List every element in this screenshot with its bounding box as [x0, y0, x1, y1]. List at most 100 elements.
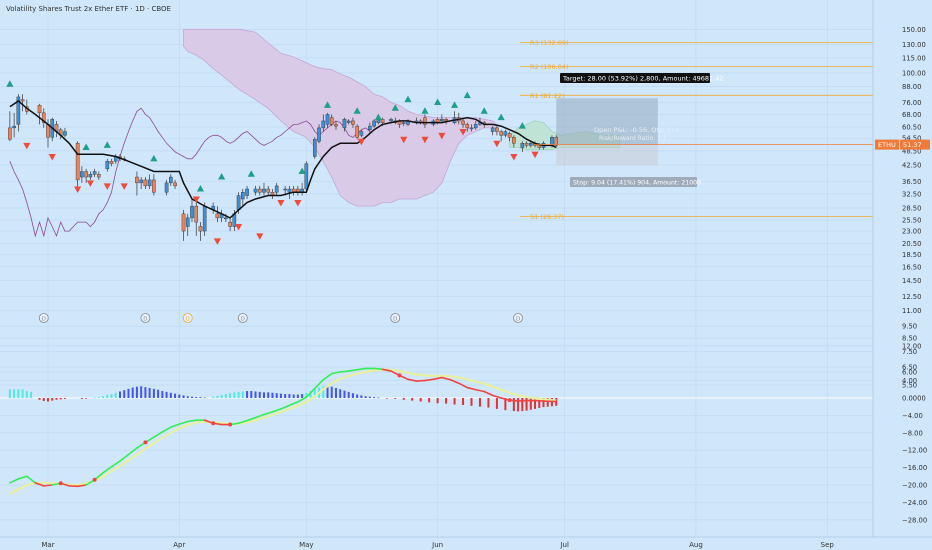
histogram-bar: [55, 398, 58, 400]
candle-body: [304, 163, 309, 190]
candlestick-series: [8, 94, 558, 241]
candle-body: [84, 171, 88, 178]
candle-body: [147, 179, 152, 187]
histogram-bar: [47, 398, 49, 402]
macd-line-segment: [186, 419, 198, 423]
candle-body: [380, 119, 385, 123]
macd-y-tick-label: −12.00: [902, 447, 927, 455]
histogram-bar: [195, 397, 198, 398]
candle-body: [550, 137, 554, 146]
candle-body: [135, 176, 139, 184]
oscillator-overlay: [9, 107, 371, 238]
candle-body: [41, 112, 46, 123]
y-tick-label: 25.50: [902, 216, 921, 224]
macd-line-segment: [127, 447, 138, 456]
y-tick-label: 18.50: [902, 251, 921, 259]
macd-line-segment: [110, 460, 121, 468]
candle-body: [287, 188, 292, 193]
histogram-bar: [220, 394, 223, 398]
signal-down-marker: [493, 140, 501, 148]
candle-body: [236, 195, 241, 211]
cross-marker: [397, 373, 402, 378]
histogram-bar: [478, 398, 481, 407]
histogram-bar: [504, 398, 507, 411]
macd-line-segment: [119, 453, 130, 462]
macd-line-segment: [161, 426, 172, 433]
signal-up-marker: [298, 167, 306, 175]
signal-down-marker: [277, 199, 285, 207]
macd-line-segment: [449, 378, 460, 385]
event-marker-label: D: [186, 316, 190, 322]
event-marker-label: D: [393, 316, 397, 322]
macd-line-segment: [474, 388, 486, 393]
histogram-bar: [102, 396, 105, 398]
candle-body: [181, 213, 186, 232]
histogram-bar: [339, 389, 342, 398]
candle-body: [215, 213, 220, 219]
y-tick-label: 20.50: [902, 240, 921, 248]
histogram-bar: [161, 391, 164, 398]
y-tick-label: 54.50: [902, 135, 921, 143]
candle-body: [185, 217, 190, 227]
candle-body: [334, 124, 338, 127]
pnl-label: Open P&L: -0.56, Qty: 774: [594, 126, 679, 134]
histogram-bar: [216, 395, 219, 398]
histogram-bar: [322, 386, 325, 398]
pivot-lines: R3 (132.69) R2 (106.04) R1 (81.22) S1 (26.3…: [520, 39, 873, 221]
y-tick-label: 23.00: [902, 228, 921, 236]
macd-line-segment: [322, 372, 333, 381]
histogram-bar: [106, 394, 109, 398]
stop-label-box: [570, 177, 697, 187]
macd-line-segment: [280, 404, 291, 410]
candle-body: [325, 114, 330, 125]
candle-body: [8, 127, 12, 140]
candle-body: [253, 188, 258, 193]
histogram-bar: [402, 398, 405, 400]
signal-up-marker: [196, 185, 205, 192]
histogram-bar: [326, 385, 329, 398]
histogram-bar: [534, 398, 537, 409]
candle-body: [75, 143, 80, 181]
histogram-bar: [51, 398, 54, 401]
macd-line-segment: [26, 475, 37, 484]
candle-body: [368, 125, 372, 130]
macd-y-tick-label: 0.0000: [902, 395, 926, 403]
histogram-bar: [190, 396, 193, 398]
signal-up-marker: [247, 170, 255, 177]
y-tick-label: 88.00: [902, 83, 921, 91]
position-tool[interactable]: Target: 28.00 (53.92%) 2,800, Amount: 49…: [556, 73, 724, 187]
macd-y-tick-label: −20.00: [902, 482, 927, 490]
event-marker-label: D: [42, 316, 46, 322]
x-tick-label: Jun: [431, 541, 443, 549]
macd-line-segment: [441, 376, 452, 381]
histogram-bar: [63, 398, 66, 399]
y-tick-label: 14.50: [902, 277, 921, 285]
histogram-bar: [127, 388, 130, 398]
candle-body: [194, 205, 199, 223]
signal-up-marker: [150, 154, 158, 162]
candle-body: [423, 117, 427, 125]
histogram-bar: [360, 395, 363, 398]
candle-body: [355, 125, 359, 138]
macd-y-tick-label: −16.00: [902, 464, 927, 472]
candle-body: [257, 188, 262, 193]
macd-line-segment: [314, 378, 325, 390]
macd-line-segment: [42, 484, 54, 487]
histogram-bar: [470, 398, 473, 406]
pivot-label: S1 (26.37): [530, 213, 564, 221]
candle-body: [173, 182, 177, 187]
histogram-bar: [385, 398, 388, 399]
histogram-bar: [288, 394, 291, 398]
macd-line-segment: [491, 394, 502, 399]
candle-body: [503, 131, 508, 136]
event-marker-label: D: [143, 316, 147, 322]
histogram-bar: [110, 394, 113, 398]
macd-line-segment: [271, 408, 282, 413]
histogram-bar: [80, 398, 83, 399]
last-price-tag: [900, 139, 930, 150]
histogram-bar: [313, 389, 316, 398]
candle-body: [524, 143, 529, 146]
